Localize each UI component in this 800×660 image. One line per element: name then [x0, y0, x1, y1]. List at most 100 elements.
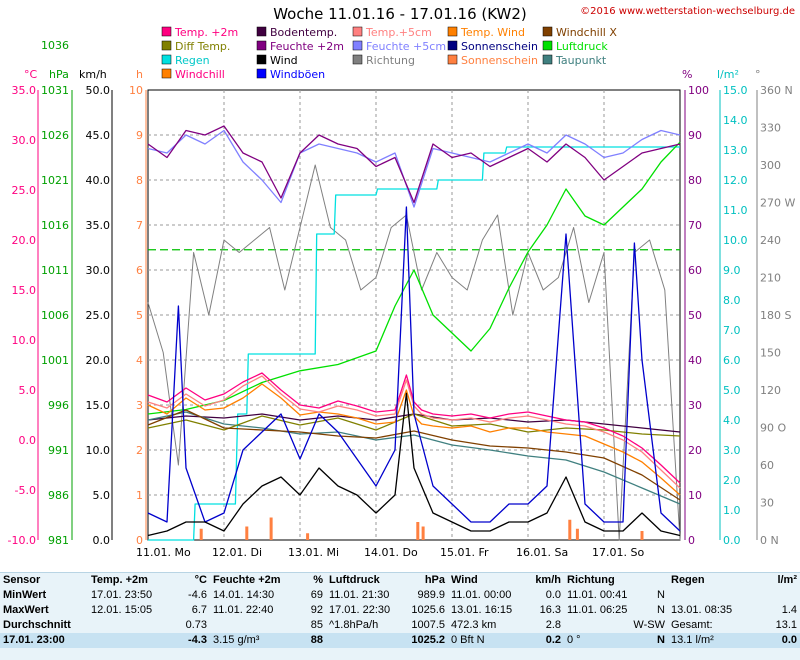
sunshine-bar-6: [568, 519, 572, 540]
axis-tick-hum-9: 90: [688, 129, 702, 142]
axis-tick-dir-11: 330: [760, 122, 781, 135]
stats-dir-header: Richtung: [567, 574, 615, 586]
axis-tick-hum-3: 30: [688, 399, 702, 412]
axis-tick-dir-4: 120: [760, 384, 781, 397]
axis-tick-dir-0: 0 N: [760, 534, 779, 547]
axis-tick-sun-4: 4: [136, 354, 143, 367]
axis-tick-wind-3: 15.0: [86, 399, 111, 412]
series-line-richtung: [147, 164, 681, 541]
axis-tick-hum-2: 20: [688, 444, 702, 457]
axis-tick-rain-5: 5.0: [723, 384, 741, 397]
stats-avg-hum-time: [210, 618, 298, 633]
stats-rain-unit: l/m²: [777, 574, 797, 586]
stats-avg-hum-value: 85: [310, 619, 323, 631]
stats-current-wind-value: 0.2: [526, 633, 564, 648]
axis-tick-wind-10: 50.0: [86, 84, 111, 97]
axis-tick-rain-4: 4.0: [723, 414, 741, 427]
axis-tick-wind-8: 40.0: [86, 174, 111, 187]
stats-min-dir-value: N: [657, 589, 665, 601]
axis-tick-temp-3: 5.0: [19, 384, 37, 397]
axis-tick-dir-6: 180 S: [760, 309, 791, 322]
stats-rain-header: Regen: [671, 574, 705, 586]
axis-tick-sun-0: 0: [136, 534, 143, 547]
axis-tick-sun-6: 6: [136, 264, 143, 277]
stats-max-press-time: 17.01. 22:30: [329, 604, 391, 616]
stats-max-dir-time: 11.01. 06:25: [567, 604, 628, 616]
statistics-table: Sensor Temp. +2m °C Feuchte +2m % Luftdr…: [0, 573, 800, 648]
axis-tick-rain-9: 9.0: [723, 264, 741, 277]
stats-max-wind-time: 13.01. 16:15: [451, 604, 513, 616]
stats-avg-wind-value: 2.8: [545, 619, 561, 631]
stats-current-temp-value: -4.3: [180, 633, 210, 648]
axis-tick-hum-1: 10: [688, 489, 702, 502]
x-tick-label-4: 15.01. Fr: [440, 546, 489, 559]
stats-max-temp-value: 6.7: [191, 604, 207, 616]
x-axis-labels: 11.01. Mo 12.01. Di 13.01. Mi 14.01. Do 15.0…: [136, 546, 644, 559]
legend-label-4: Windchill X: [556, 26, 617, 39]
axis-tick-press-11: 1036: [41, 39, 69, 52]
stats-max-wind-value: 16.3: [539, 604, 561, 616]
axis-tick-sun-3: 3: [136, 399, 143, 412]
series-line-luftdruck: [147, 141, 681, 415]
axis-unit-hum: %: [682, 68, 692, 81]
stats-press-header: Luftdruck: [329, 574, 380, 586]
axis-tick-rain-6: 6.0: [723, 354, 741, 367]
axis-tick-temp-8: 30.0: [12, 134, 37, 147]
legend-swatch-1: [256, 26, 267, 37]
axis-tick-dir-2: 60: [760, 459, 774, 472]
stats-temp-header: Temp. +2m: [91, 574, 148, 586]
axis-tick-hum-10: 100: [688, 84, 709, 97]
x-tick-label-0: 11.01. Mo: [136, 546, 191, 559]
stats-avg-temp-time: [88, 618, 180, 633]
axis-tick-rain-8: 8.0: [723, 294, 741, 307]
stats-min-rain-time: [668, 588, 750, 603]
axis-tick-wind-7: 35.0: [86, 219, 111, 232]
axis-tick-sun-8: 8: [136, 174, 143, 187]
series-line-wind: [147, 392, 681, 537]
stats-avg-label: Durchschnitt: [3, 619, 71, 631]
legend-swatch-16: [256, 68, 267, 79]
stats-max-rain-time: 13.01. 08:35: [671, 604, 733, 616]
stats-header-row: Sensor Temp. +2m °C Feuchte +2m % Luftdr…: [0, 573, 800, 588]
legend-swatch-10: [161, 54, 172, 65]
axis-tick-press-4: 1001: [41, 354, 69, 367]
series-line-feuchte-5cm: [147, 129, 681, 208]
axis-tick-sun-5: 5: [136, 309, 143, 322]
x-tick-label-2: 13.01. Mi: [288, 546, 339, 559]
axis-tick-dir-3: 90 O: [760, 422, 786, 435]
axis-tick-dir-5: 150: [760, 347, 781, 360]
legend-label-5: Diff Temp.: [175, 40, 230, 53]
axis-tick-rain-14: 14.0: [723, 114, 748, 127]
chart-legend: Temp. +2m Bodentemp. Temp.+5cm Temp. Wind Wi…: [161, 26, 617, 81]
legend-swatch-5: [161, 40, 172, 51]
sunshine-bar-2: [269, 517, 273, 540]
axis-tick-wind-0: 0.0: [93, 534, 111, 547]
legend-label-3: Temp. Wind: [460, 26, 525, 39]
axis-tick-wind-2: 10.0: [86, 444, 111, 457]
stats-min-temp-time: 17.01. 23:50: [91, 589, 153, 601]
weather-week-chart: Woche 11.01.16 - 17.01.16 (KW2) ©2016 ww…: [7, 5, 796, 559]
axis-tick-dir-10: 300: [760, 159, 781, 172]
sunshine-bar-4: [416, 522, 420, 540]
axis-tick-hum-0: 0: [688, 534, 695, 547]
axis-tick-temp-9: 35.0: [12, 84, 37, 97]
axis-tick-dir-9: 270 W: [760, 197, 795, 210]
axis-tick-rain-2: 2.0: [723, 474, 741, 487]
chart-axes: -10.0-5.00.05.010.015.020.025.030.035.09…: [8, 39, 796, 547]
legend-label-16: Windböen: [270, 68, 325, 81]
axis-tick-dir-12: 360 N: [760, 84, 793, 97]
stats-max-label: MaxWert: [3, 604, 49, 616]
legend-label-6: Feuchte +2m: [270, 40, 344, 53]
stats-min-temp-value: -4.6: [188, 589, 207, 601]
legend-label-10: Regen: [175, 54, 210, 67]
axis-tick-press-3: 996: [48, 399, 69, 412]
stats-current-row: 17.01. 23:00 -4.3 3.15 g/m³ 88 1025.2 0 …: [0, 633, 800, 648]
axis-tick-rain-12: 12.0: [723, 174, 748, 187]
sunshine-bar-1: [245, 526, 249, 540]
legend-label-7: Feuchte +5cm: [366, 40, 446, 53]
legend-label-15: Windchill: [175, 68, 225, 81]
legend-swatch-0: [161, 26, 172, 37]
stats-current-rain-value: 0.0: [750, 633, 800, 648]
stats-hum-header: Feuchte +2m: [213, 574, 281, 586]
axis-tick-dir-7: 210: [760, 272, 781, 285]
